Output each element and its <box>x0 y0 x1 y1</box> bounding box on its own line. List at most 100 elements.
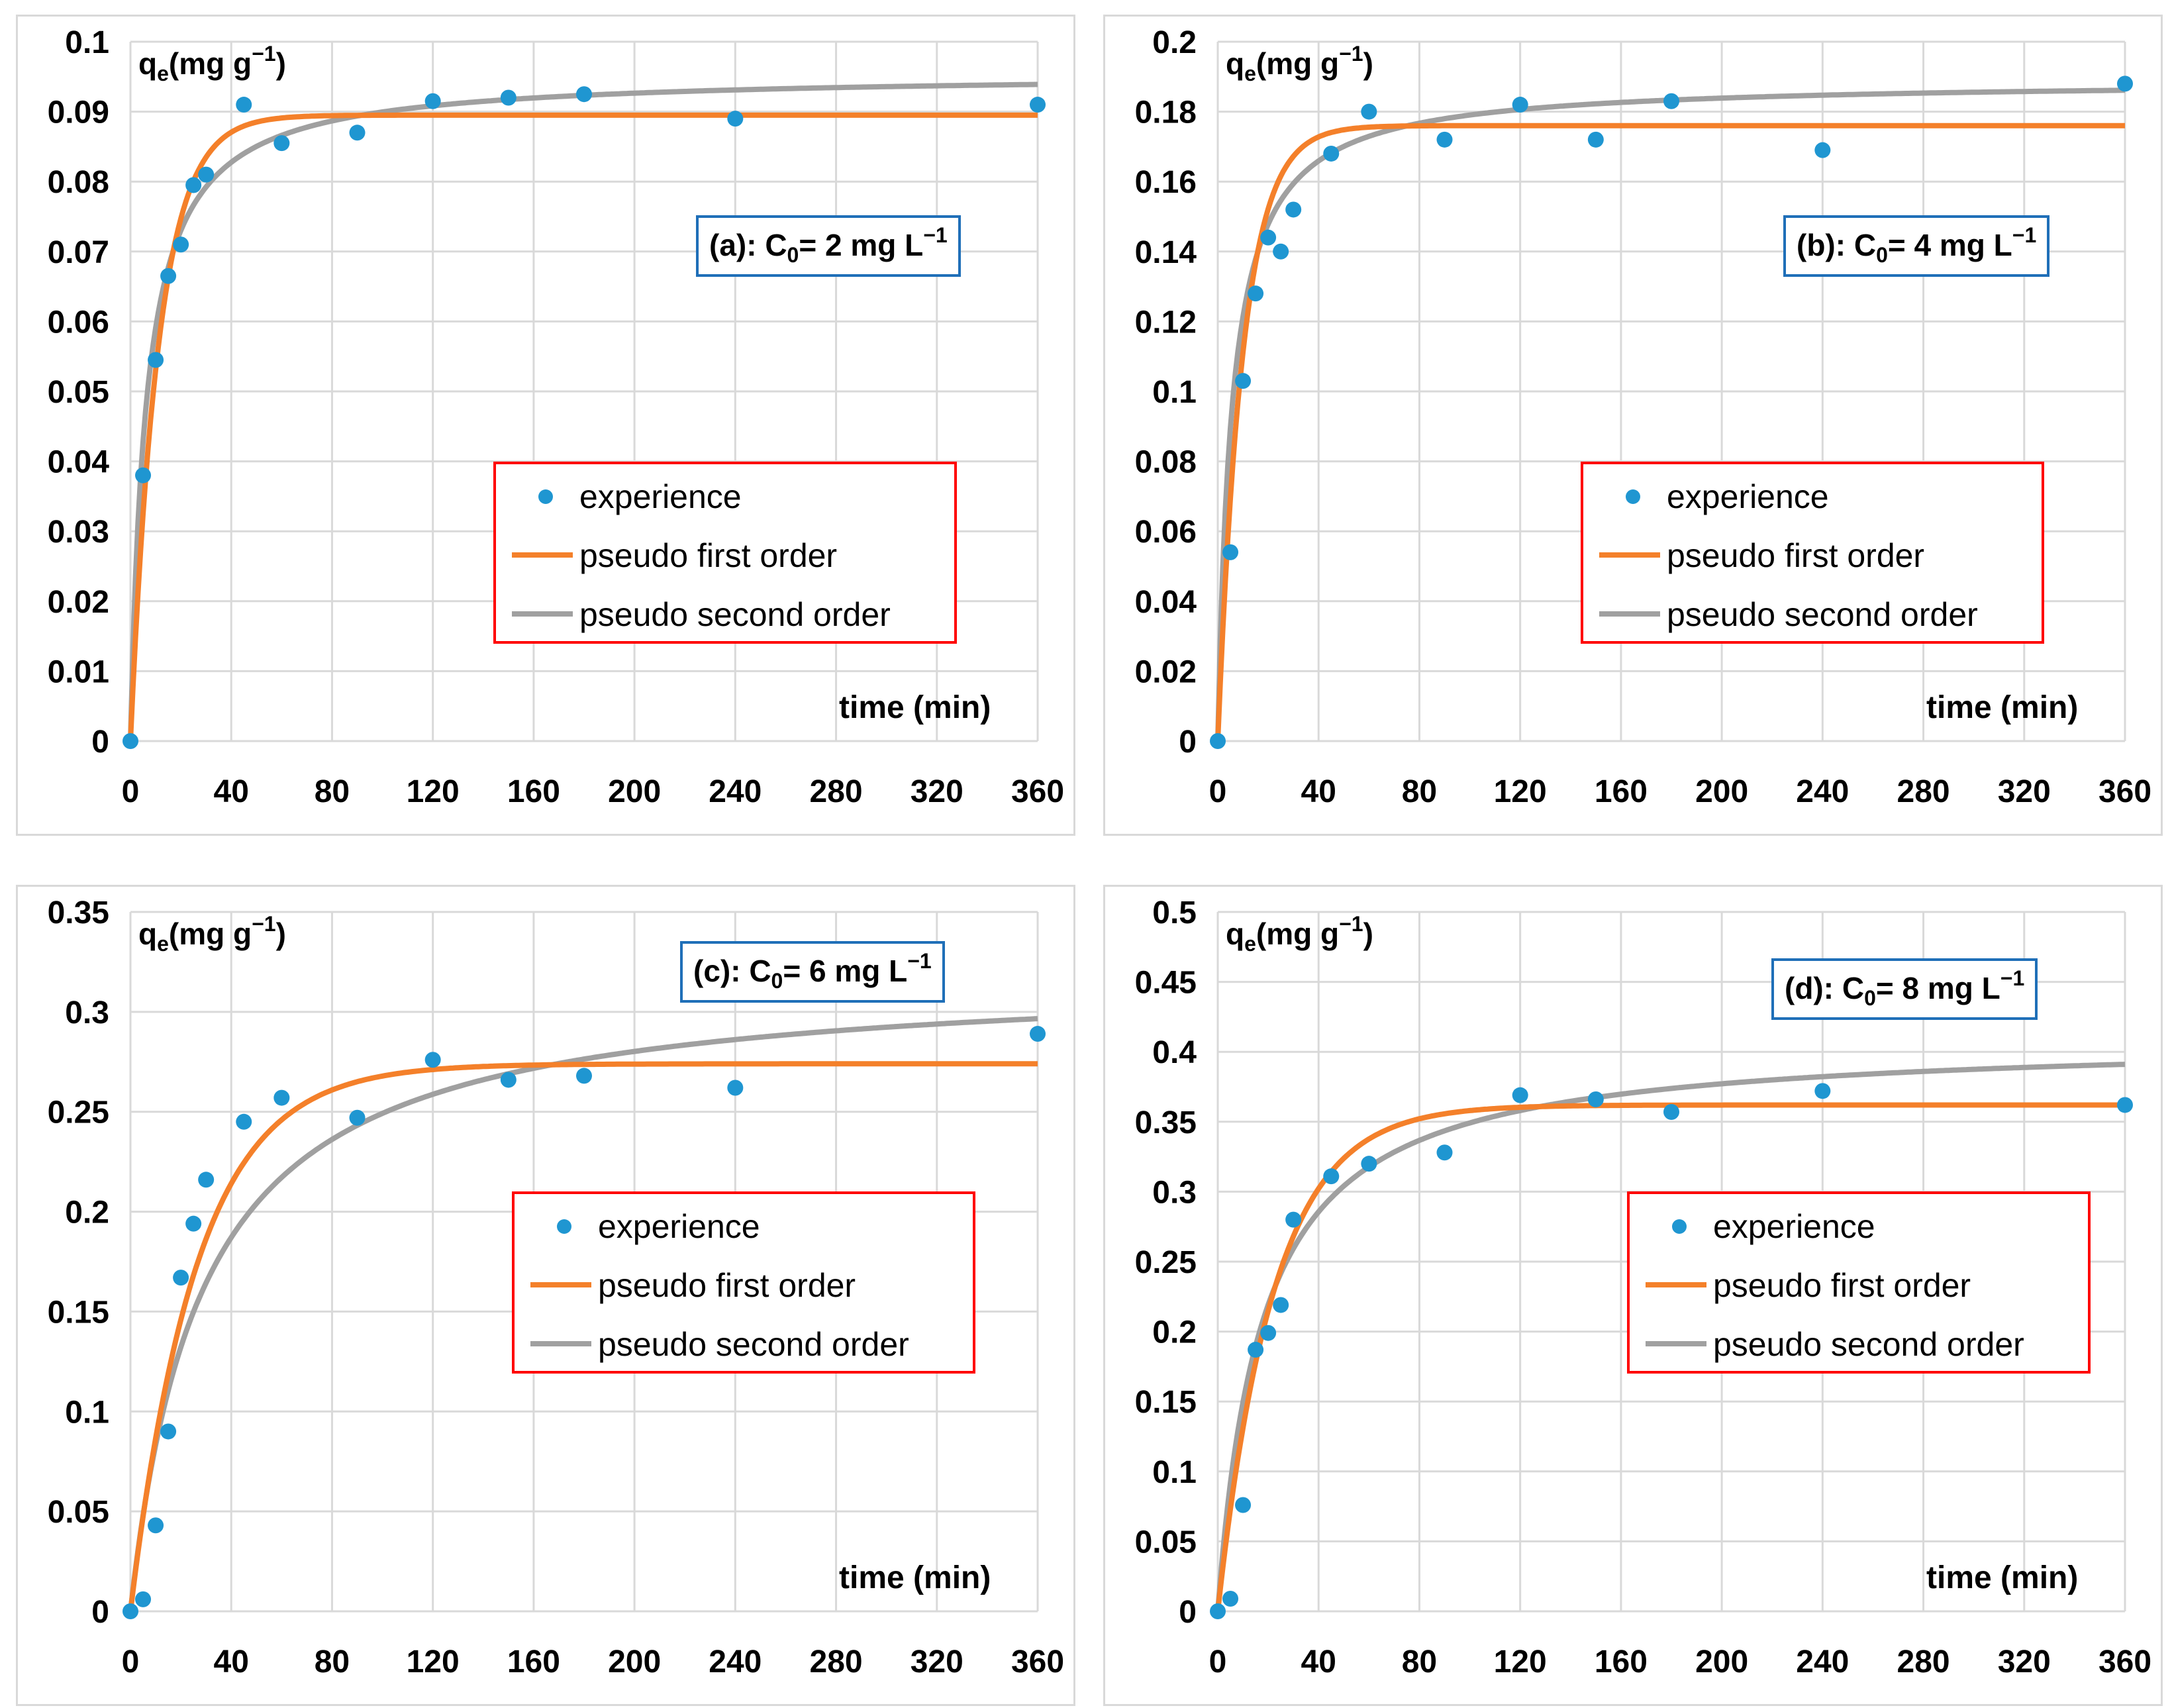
legend-item-pfo: pseudo first order <box>1583 528 2042 581</box>
experience-point <box>123 733 138 749</box>
x-tick-label: 240 <box>709 1644 762 1680</box>
experience-point <box>185 177 202 193</box>
x-tick-label: 120 <box>407 1644 460 1680</box>
legend-label-pfo: pseudo first order <box>579 537 838 574</box>
x-tick-label: 200 <box>608 774 661 809</box>
x-tick-label: 80 <box>315 1644 350 1680</box>
legend-item-experience: experience <box>1630 1199 2088 1252</box>
legend-line-pso <box>512 611 573 617</box>
x-tick-label: 240 <box>1796 1644 1849 1680</box>
y-tick-label: 0.05 <box>48 1495 109 1530</box>
experience-point <box>148 352 164 368</box>
experience-point <box>1587 1091 1604 1108</box>
experience-point <box>1235 373 1252 389</box>
x-tick-label: 120 <box>1494 1644 1547 1680</box>
experience-point <box>727 1080 744 1096</box>
y-tick-label: 0.3 <box>65 995 109 1030</box>
y-axis-label: qe(mg g−1) <box>138 42 286 85</box>
legend-label-pso: pseudo second order <box>1713 1326 2024 1363</box>
y-tick-label: 0.14 <box>1135 235 1197 270</box>
legend-label-experience: experience <box>598 1208 760 1245</box>
experience-point <box>1030 1026 1046 1042</box>
x-tick-label: 200 <box>1695 774 1748 809</box>
x-tick-label: 160 <box>1595 1644 1648 1680</box>
legend-marker-experience <box>1626 489 1640 504</box>
experience-point <box>160 1423 177 1440</box>
y-tick-label: 0 <box>91 1595 109 1630</box>
y-tick-label: 0.3 <box>1152 1175 1197 1210</box>
x-tick-label: 240 <box>709 774 762 809</box>
legend-label-experience: experience <box>1667 478 1829 515</box>
y-axis-label: qe(mg g−1) <box>138 912 286 956</box>
y-tick-label: 0.25 <box>48 1095 109 1130</box>
x-tick-label: 280 <box>810 1644 863 1680</box>
x-tick-label: 240 <box>1796 774 1849 809</box>
chart-panel-c: 0 0.05 0.1 0.15 0.2 0.25 0.3 0.35 0 40 80 120 160 200… <box>16 885 1075 1706</box>
y-tick-label: 0.1 <box>65 25 109 60</box>
x-tick-label: 360 <box>2098 774 2151 809</box>
y-tick-label: 0.12 <box>1135 305 1197 340</box>
x-tick-label: 360 <box>2098 1644 2151 1680</box>
legend-label-pso: pseudo second order <box>579 596 891 633</box>
legend-label-experience: experience <box>1713 1208 1875 1245</box>
experience-point <box>173 1270 189 1286</box>
legend-a: experience pseudo first order pseudo sec… <box>493 462 957 644</box>
y-axis-label: qe(mg g−1) <box>1226 912 1373 956</box>
experience-point <box>185 1215 202 1232</box>
experience-point <box>500 89 517 106</box>
experience-point <box>1512 1087 1528 1103</box>
y-tick-label: 0.15 <box>1135 1385 1197 1420</box>
legend-d: experience pseudo first order pseudo sec… <box>1627 1191 2091 1374</box>
y-tick-label: 0.06 <box>1135 515 1197 550</box>
experience-point <box>160 268 177 284</box>
pfo-curve <box>1215 123 2126 742</box>
condition-label-d: (d): C0= 8 mg L−1 <box>1771 958 2038 1020</box>
experience-point <box>1210 733 1226 749</box>
legend-item-experience: experience <box>496 470 954 523</box>
x-tick-label: 360 <box>1011 774 1064 809</box>
y-tick-label: 0.03 <box>48 515 109 550</box>
y-tick-label: 0.5 <box>1152 895 1197 930</box>
y-tick-label: 0.01 <box>48 654 109 689</box>
legend-line-pso <box>1599 611 1660 617</box>
x-tick-label: 160 <box>1595 774 1648 809</box>
experience-point <box>424 93 441 109</box>
experience-point <box>123 1603 138 1619</box>
x-tick-label: 80 <box>315 774 350 809</box>
experience-point <box>1285 201 1302 218</box>
y-tick-label: 0.07 <box>48 235 109 270</box>
legend-line-pso <box>1646 1341 1706 1346</box>
x-tick-label: 320 <box>1998 774 2051 809</box>
experience-point <box>1030 97 1046 113</box>
y-tick-label: 0.2 <box>1152 1315 1197 1350</box>
y-tick-label: 0 <box>91 725 109 760</box>
y-tick-label: 0.04 <box>1135 585 1197 620</box>
x-tick-label: 0 <box>1209 774 1227 809</box>
legend-label-pfo: pseudo first order <box>1713 1267 1971 1304</box>
x-axis-label: time (min) <box>839 1560 991 1595</box>
x-tick-label: 40 <box>1301 1644 1336 1680</box>
experience-point <box>1323 145 1340 162</box>
y-tick-label: 0.02 <box>48 585 109 620</box>
pfo-curve <box>128 112 1038 742</box>
x-tick-label: 360 <box>1011 1644 1064 1680</box>
x-tick-label: 200 <box>608 1644 661 1680</box>
x-tick-label: 280 <box>1897 774 1950 809</box>
legend-item-pfo: pseudo first order <box>1630 1258 2088 1311</box>
experience-point <box>349 1109 366 1126</box>
experience-point <box>1436 1144 1453 1161</box>
legend-item-pfo: pseudo first order <box>515 1258 973 1311</box>
y-tick-label: 0.35 <box>48 895 109 930</box>
y-tick-label: 0.1 <box>1152 1455 1197 1490</box>
legend-item-experience: experience <box>515 1199 973 1252</box>
y-tick-label: 0.25 <box>1135 1245 1197 1280</box>
legend-marker-experience <box>1672 1219 1687 1234</box>
legend-item-pso: pseudo second order <box>515 1317 973 1370</box>
x-tick-label: 80 <box>1402 774 1437 809</box>
x-tick-label: 40 <box>214 1644 249 1680</box>
legend-label-pfo: pseudo first order <box>598 1267 856 1304</box>
experience-point <box>1436 131 1453 148</box>
experience-point <box>1248 1342 1264 1358</box>
y-tick-label: 0.09 <box>48 95 109 130</box>
experience-point <box>727 111 744 127</box>
